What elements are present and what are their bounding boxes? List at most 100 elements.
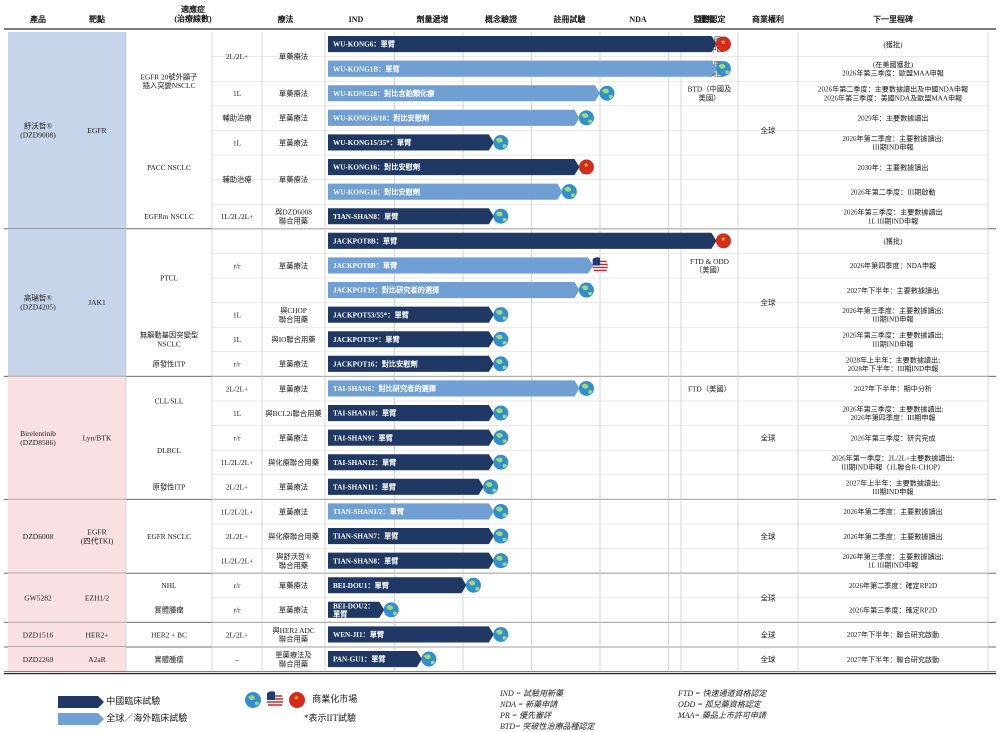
line-label: 2L/2L+ bbox=[226, 630, 248, 639]
therapy-label: 單藥療法 bbox=[279, 114, 308, 123]
svg-text:★: ★ bbox=[720, 236, 725, 243]
globe-icon bbox=[493, 208, 509, 224]
trial-label: TIAN-SHAN1/2：單臂 bbox=[333, 507, 405, 516]
trial-bar bbox=[328, 405, 494, 422]
trial-bar bbox=[328, 651, 422, 668]
trial-bar bbox=[328, 478, 484, 495]
product-target: A2aR bbox=[88, 655, 106, 664]
indication-label: DLBCL bbox=[157, 446, 181, 455]
indication-label: EGFR 20號外顯子插入突變NSCLC bbox=[141, 72, 198, 90]
trial-label: TIAN-SHAN7：單臂 bbox=[333, 532, 399, 541]
product-target: JAK1 bbox=[88, 298, 106, 307]
therapy-label: 與舒沃哲®聯合用藥 bbox=[276, 552, 311, 570]
line-label: 1L bbox=[233, 310, 242, 319]
therapy-label: 與BCL2i聯合用藥 bbox=[265, 409, 322, 418]
milestone-text: 2026年第二季度：III期啟動 bbox=[850, 187, 935, 196]
product-target: EZH1/2 bbox=[85, 593, 109, 602]
indication-label: 原發性ITP bbox=[153, 483, 186, 492]
commercial-rights: 全球 bbox=[761, 592, 776, 602]
market-flags: ★ bbox=[245, 691, 305, 709]
globe-icon bbox=[599, 85, 615, 101]
trial-label: JACKPOT8B：單臂 bbox=[333, 236, 398, 245]
regulatory-label: BTD（中國及美國） bbox=[688, 85, 732, 103]
product-name: DZD2269 bbox=[23, 655, 54, 664]
regulatory-label: FTD（美國） bbox=[688, 384, 731, 393]
therapy-label: 單藥療法 bbox=[279, 384, 308, 393]
milestone-text: (獲批) bbox=[884, 40, 904, 49]
line-label: 1L bbox=[233, 335, 242, 344]
trial-label: WU-KONG6：單臂 bbox=[333, 40, 396, 49]
therapy-label: 單藥療法 bbox=[279, 360, 308, 369]
abbr-ftd: FTD = 快速通道資格認定 bbox=[678, 689, 767, 698]
product-band bbox=[8, 32, 126, 229]
line-label: r/r bbox=[234, 261, 241, 270]
trial-label: WEN-JI1：單臂 bbox=[333, 630, 385, 639]
trial-label: JACKPOT33*：單臂 bbox=[333, 335, 400, 344]
china-flag-icon: ★ bbox=[578, 159, 594, 175]
therapy-label: 單藥療法 bbox=[279, 52, 308, 61]
legend-global: 全球／海外臨床試驗 bbox=[58, 711, 187, 725]
globe-icon bbox=[493, 553, 509, 569]
indication-label: 無驅動基因突變型 NSCLC bbox=[140, 331, 198, 349]
trial-bar bbox=[328, 109, 580, 126]
legend-china-swatch bbox=[58, 695, 104, 708]
therapy-label: 與化療聯合用藥 bbox=[268, 532, 320, 541]
product-target: HER2+ bbox=[86, 630, 109, 639]
trial-label: JACKPOT16：對比安慰劑 bbox=[333, 359, 418, 368]
globe-icon bbox=[493, 528, 509, 544]
therapy-label: 單藥療法 bbox=[279, 483, 308, 492]
trial-label: TAI-SHAN10：單臂 bbox=[333, 409, 397, 418]
header-rights: 商業權利 bbox=[752, 14, 784, 24]
legend-global-swatch bbox=[58, 712, 104, 725]
line-label: 1L/2L/2L+ bbox=[221, 507, 254, 516]
indication-label: 實體腫瘤 bbox=[154, 655, 184, 664]
milestone-text: 2027年下半年：主要數據讀出 bbox=[847, 286, 939, 295]
trial-label: JACKPOT8B：單臂 bbox=[333, 261, 398, 270]
milestone-text: 2026年第三季度：主要數據讀出; 2026年第四季度：III期申報 bbox=[842, 404, 943, 422]
milestone-text: 2026年第二季度：主要數據讀出及中國NDA申報 2026年第三季度：美國NDA及… bbox=[818, 85, 968, 103]
commercial-rights: 全球 bbox=[761, 433, 776, 443]
trial-label: BEI-DOU1：單臂 bbox=[333, 581, 390, 590]
svg-text:★: ★ bbox=[583, 162, 588, 169]
globe-icon bbox=[493, 626, 509, 642]
globe-icon bbox=[493, 134, 509, 150]
milestone-text: (獲批) bbox=[884, 237, 904, 246]
commercial-rights: 全球 bbox=[761, 125, 776, 135]
abbr-pr: PR = 優先審評 bbox=[500, 711, 552, 720]
globe-icon bbox=[493, 503, 509, 519]
trial-bar bbox=[328, 601, 385, 618]
legend-global-label: 全球／海外臨床試驗 bbox=[106, 713, 188, 723]
product-band bbox=[8, 228, 126, 377]
trial-label: WU-KONG1B：單臂 bbox=[333, 64, 400, 73]
header-ind: IND bbox=[349, 15, 364, 24]
therapy-label: 單藥療法 bbox=[279, 433, 308, 442]
globe-icon bbox=[493, 454, 509, 470]
milestone-text: 2028年上半年：主要數據讀出; 2028年下半年：III期IND申報 bbox=[846, 355, 940, 373]
trial-bar bbox=[328, 454, 494, 471]
therapy-label: 單藥療法及聯合用藥 bbox=[275, 650, 312, 668]
trial-bar bbox=[328, 331, 494, 348]
trial-bar bbox=[328, 36, 717, 53]
line-label: 1L bbox=[233, 409, 242, 418]
globe-icon bbox=[245, 692, 261, 708]
trial-bar bbox=[328, 232, 717, 249]
trial-bar bbox=[328, 159, 580, 176]
product-target: EGFR bbox=[87, 126, 106, 135]
trial-label: WU-KONG16/18：對比安慰劑 bbox=[333, 113, 429, 122]
product-name: 舒沃哲® (DZD9008) bbox=[20, 121, 56, 140]
milestone-text: 2026年第二季度：主要數據讀出; III期IND申報 bbox=[842, 134, 943, 152]
product-band bbox=[8, 622, 126, 647]
indication-label: 實體腫瘤 bbox=[154, 606, 184, 615]
milestone-text: 2026年第二季度：確定RP2D bbox=[849, 581, 937, 590]
therapy-label: 與IO聯合用藥 bbox=[271, 335, 316, 344]
commercial-rights: 全球 bbox=[761, 654, 776, 664]
therapy-label: 單藥療法 bbox=[279, 606, 308, 615]
legend-markets: ★ 商業化市場 bbox=[244, 691, 357, 709]
milestone-text: 2026年第三季度：主要數據讀出 1L III期IND申報 bbox=[843, 208, 942, 226]
globe-icon bbox=[421, 651, 437, 667]
legend-china-label: 中國臨床試驗 bbox=[106, 696, 161, 706]
line-label: 2L/2L+ bbox=[226, 52, 248, 61]
commercial-rights: 全球 bbox=[761, 297, 776, 307]
commercial-rights: 全球 bbox=[761, 531, 776, 541]
legend-iit-note: *表示IIT試驗 bbox=[304, 713, 356, 723]
